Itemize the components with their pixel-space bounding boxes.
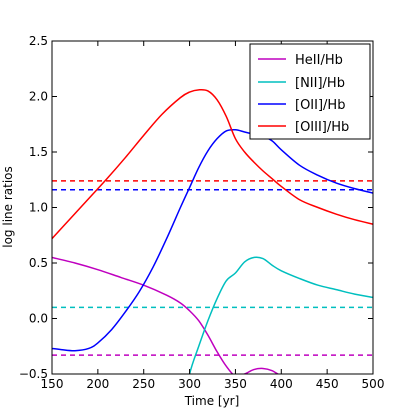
axis-ticks xyxy=(51,40,374,375)
x-axis-label: Time [yr] xyxy=(184,394,240,408)
y-tick-label-5: 2.0 xyxy=(29,90,48,104)
x-tick-label-2: 250 xyxy=(132,377,155,391)
series-line-heiihb xyxy=(52,256,280,374)
x-tick-label-6: 450 xyxy=(316,377,339,391)
x-tick-label-4: 350 xyxy=(224,377,247,391)
legend-label-oiii: [OIII]/Hb xyxy=(295,120,349,135)
series-line-niihb xyxy=(188,256,373,374)
legend-label-oii: [OII]/Hb xyxy=(295,98,345,113)
y-tick-label-6: 2.5 xyxy=(29,34,48,48)
y-tick-label-2: 0.5 xyxy=(29,256,48,270)
x-tick-label-7: 500 xyxy=(362,377,385,391)
y-axis-label: log line ratios xyxy=(1,166,15,248)
axis-tick-labels: 150 200 250 300 350 400 450 500 −0.5 0.0 0.5 1.0 1.5… xyxy=(19,34,385,391)
series-line-oiihb xyxy=(52,128,373,352)
x-tick-label-3: 300 xyxy=(178,377,201,391)
series-line-oiiihb xyxy=(52,88,373,240)
legend-box xyxy=(249,43,371,140)
x-tick-label-5: 400 xyxy=(270,377,293,391)
legend-label-nii: [NII]/Hb xyxy=(295,76,345,91)
y-tick-label-3: 1.0 xyxy=(29,201,48,215)
legend: HeII/Hb [NII]/Hb [OII]/Hb [OIII]/Hb xyxy=(249,43,371,140)
x-tick-label-1: 200 xyxy=(86,377,109,391)
y-tick-label-1: 0.0 xyxy=(29,312,48,326)
y-tick-label-4: 1.5 xyxy=(29,145,48,159)
x-tick-label-0: 150 xyxy=(41,377,64,391)
y-tick-label-0: −0.5 xyxy=(19,367,48,381)
series-lines xyxy=(52,88,373,374)
legend-label-heii: HeII/Hb xyxy=(295,53,343,68)
